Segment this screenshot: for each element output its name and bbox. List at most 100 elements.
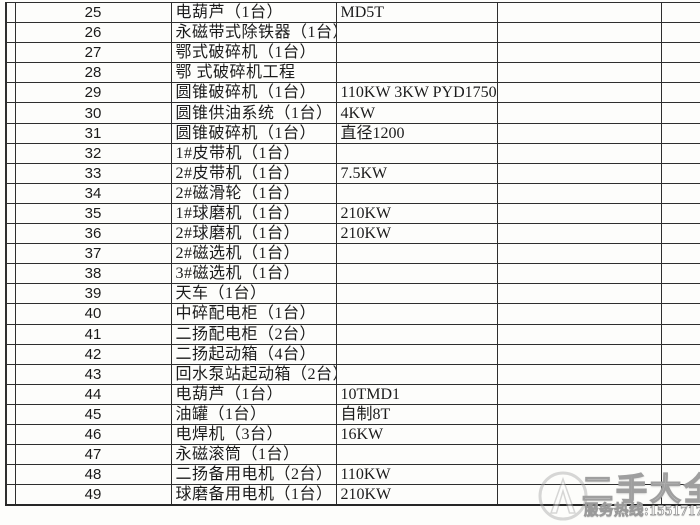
cell-spec: 210KW: [335, 484, 498, 507]
cell-empty-2: [660, 182, 700, 204]
table-row: 27 鄂式破碎机（1台）: [5, 42, 700, 64]
cell-left-edge: [5, 202, 16, 225]
cell-spec: [335, 22, 498, 44]
cell-row-number: 48: [14, 464, 172, 486]
cell-spec: [335, 343, 498, 365]
cell-row-number: 43: [14, 363, 172, 385]
cell-left-edge: [5, 22, 16, 44]
table-row: 48 二扬备用电机（2台） 110KW: [5, 464, 700, 486]
cell-empty-2: [660, 122, 700, 144]
table-row: 45 油罐（1台） 自制8T: [5, 403, 700, 425]
cell-empty-2: [660, 283, 700, 305]
cell-row-number: 40: [14, 303, 172, 325]
cell-empty-2: [660, 142, 700, 164]
cell-empty-1: [496, 202, 662, 225]
cell-left-edge: [5, 423, 16, 446]
cell-spec: 4KW: [335, 102, 498, 124]
cell-equipment-name: 1#球磨机（1台）: [170, 202, 337, 225]
cell-empty-2: [660, 42, 700, 64]
cell-spec: 110KW 3KW PYD1750: [335, 82, 498, 104]
cell-spec: 210KW: [335, 202, 498, 225]
cell-left-edge: [5, 484, 16, 507]
cell-equipment-name: 电葫芦（1台）: [170, 383, 337, 405]
cell-row-number: 39: [14, 283, 172, 305]
cell-equipment-name: 二扬备用电机（2台）: [170, 464, 337, 486]
cell-row-number: 42: [14, 343, 172, 365]
cell-left-edge: [5, 403, 16, 425]
cell-empty-2: [660, 383, 700, 405]
cell-equipment-name: 中碎配电柜（1台）: [170, 303, 337, 325]
cell-empty-1: [496, 122, 662, 144]
cell-equipment-name: 油罐（1台）: [170, 403, 337, 425]
cell-left-edge: [5, 263, 16, 285]
cell-spec: 自制8T: [335, 403, 498, 425]
cell-empty-1: [496, 182, 662, 204]
table-row: 37 2#磁选机（1台）: [5, 243, 700, 265]
table-row: 25 电葫芦（1台） MD5T: [5, 2, 700, 24]
table-row: 38 3#磁选机（1台）: [5, 263, 700, 285]
cell-row-number: 25: [14, 2, 172, 24]
cell-empty-2: [660, 484, 700, 507]
cell-equipment-name: 圆锥破碎机（1台）: [170, 82, 337, 104]
cell-spec: 210KW: [335, 223, 498, 245]
cell-equipment-name: 2#磁选机（1台）: [170, 243, 337, 265]
cell-spec: MD5T: [335, 2, 498, 24]
cell-spec: 直径1200: [335, 122, 498, 144]
cell-empty-1: [496, 303, 662, 325]
cell-empty-2: [660, 464, 700, 486]
cell-empty-1: [496, 102, 662, 124]
cell-empty-1: [496, 62, 662, 84]
watermark-hotline-text: 服务热线:15517178883: [584, 503, 700, 520]
cell-empty-2: [660, 62, 700, 84]
cell-left-edge: [5, 142, 16, 164]
cell-empty-1: [496, 42, 662, 64]
cell-row-number: 47: [14, 444, 172, 466]
equipment-table-body: 25 电葫芦（1台） MD5T 26 永磁带式除铁器（1台） 27 鄂式破碎机（…: [5, 2, 700, 507]
cell-spec: [335, 243, 498, 265]
cell-equipment-name: 回水泵站起动箱（2台）: [170, 363, 337, 385]
cell-row-number: 45: [14, 403, 172, 425]
cell-empty-1: [496, 2, 662, 24]
cell-row-number: 46: [14, 423, 172, 446]
cell-left-edge: [5, 102, 16, 124]
cell-empty-2: [660, 102, 700, 124]
table-row: 39 天车（1台）: [5, 283, 700, 305]
cell-row-number: 28: [14, 62, 172, 84]
cell-empty-1: [496, 243, 662, 265]
cell-left-edge: [5, 82, 16, 104]
equipment-table-wrap: 25 电葫芦（1台） MD5T 26 永磁带式除铁器（1台） 27 鄂式破碎机（…: [5, 2, 700, 523]
cell-left-edge: [5, 243, 16, 265]
cell-empty-2: [660, 2, 700, 24]
table-row: 49 球磨备用电机（1台） 210KW: [5, 484, 700, 507]
cell-row-number: 30: [14, 102, 172, 124]
table-row: 35 1#球磨机（1台） 210KW: [5, 202, 700, 225]
cell-empty-2: [660, 22, 700, 44]
cell-empty-1: [496, 82, 662, 104]
table-row: 31 圆锥破碎机（1台） 直径1200: [5, 122, 700, 144]
cell-row-number: 27: [14, 42, 172, 64]
cell-empty-2: [660, 223, 700, 245]
table-row: 42 二扬起动箱（4台）: [5, 343, 700, 365]
cell-left-edge: [5, 42, 16, 64]
cell-empty-2: [660, 303, 700, 325]
table-row: 47 永磁滚筒（1台）: [5, 444, 700, 466]
cell-empty-1: [496, 363, 662, 385]
table-row: 34 2#磁滑轮（1台）: [5, 182, 700, 204]
cell-empty-1: [496, 263, 662, 285]
table-row: 33 2#皮带机（1台） 7.5KW: [5, 162, 700, 184]
table-row: 46 电焊机（3台） 16KW: [5, 423, 700, 446]
cell-spec: [335, 62, 498, 84]
cell-row-number: 37: [14, 243, 172, 265]
cell-left-edge: [5, 464, 16, 486]
cell-equipment-name: 鄂 式破碎机工程: [170, 62, 337, 84]
cell-empty-2: [660, 263, 700, 285]
cell-row-number: 29: [14, 82, 172, 104]
cell-empty-1: [496, 403, 662, 425]
table-row: 29 圆锥破碎机（1台） 110KW 3KW PYD1750: [5, 82, 700, 104]
cell-left-edge: [5, 303, 16, 325]
cell-left-edge: [5, 444, 16, 466]
cell-empty-1: [496, 423, 662, 446]
cell-empty-2: [660, 363, 700, 385]
table-row: 44 电葫芦（1台） 10TMD1: [5, 383, 700, 405]
